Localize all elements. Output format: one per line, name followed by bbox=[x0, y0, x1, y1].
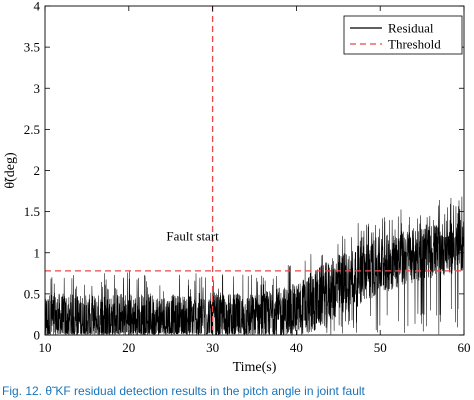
y-axis-label: θ̃(deg) bbox=[3, 152, 18, 189]
x-tick-label: 60 bbox=[458, 340, 471, 355]
y-tick-label: 3 bbox=[34, 81, 41, 96]
ticks: 10 20 30 40 50 60 0 0.5 1 1.5 2 2.5 3 3.5 4 bbox=[24, 0, 471, 355]
y-tick-label: 1.5 bbox=[24, 204, 40, 219]
x-tick-label: 30 bbox=[206, 340, 219, 355]
plot-content bbox=[45, 6, 464, 335]
x-tick-label: 20 bbox=[122, 340, 135, 355]
y-tick-label: 2.5 bbox=[24, 122, 40, 137]
legend-label-residual: Residual bbox=[388, 21, 434, 36]
x-tick-label: 50 bbox=[374, 340, 387, 355]
series-line-residual bbox=[45, 196, 464, 335]
figure-caption: Fig. 12. θ̃ KF residual detection result… bbox=[2, 384, 365, 398]
residual-chart: 10 20 30 40 50 60 0 0.5 1 1.5 2 2.5 3 3.5 4 Time(s) θ̃… bbox=[3, 0, 471, 375]
x-tick-label: 10 bbox=[39, 340, 52, 355]
y-tick-label: 4 bbox=[34, 0, 41, 14]
y-tick-label: 1 bbox=[34, 245, 41, 260]
y-tick-label: 2 bbox=[34, 163, 41, 178]
legend: Residual Threshold bbox=[343, 15, 463, 55]
plot-frame bbox=[44, 5, 465, 336]
x-tick-label: 40 bbox=[290, 340, 303, 355]
legend-box bbox=[343, 15, 463, 55]
axes bbox=[44, 5, 465, 336]
y-tick-label: 0 bbox=[34, 328, 41, 343]
fault-start-annotation: Fault start bbox=[166, 228, 219, 243]
legend-label-threshold: Threshold bbox=[388, 37, 441, 52]
y-tick-label: 0.5 bbox=[24, 286, 40, 301]
x-axis-label: Time(s) bbox=[233, 360, 277, 375]
y-tick-label: 3.5 bbox=[24, 40, 40, 55]
